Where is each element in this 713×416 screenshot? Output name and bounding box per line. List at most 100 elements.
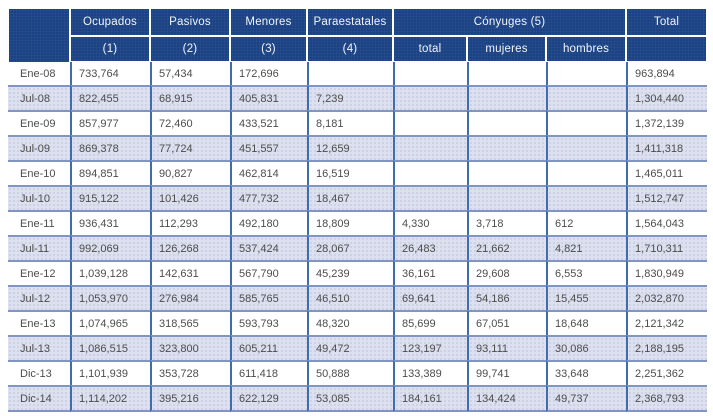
table-cell: 2,121,342	[626, 310, 708, 335]
table-cell: 4,330	[393, 210, 467, 235]
table-cell	[546, 135, 627, 160]
table-cell	[546, 85, 627, 110]
row-label: Ene-08	[20, 67, 56, 80]
table-cell: 1,512,747	[626, 185, 708, 210]
table-cell: 395,216	[150, 385, 230, 412]
table-cell: 72,460	[150, 110, 230, 135]
header-conyuges-group: Cónyuges (5)	[393, 8, 627, 36]
header-row-top: Ocupados Pasivos Menores Paraestatales C…	[8, 8, 708, 62]
table-cell: 16,519	[307, 160, 393, 185]
subheader-hombres: hombres	[546, 36, 627, 62]
table-cell: 69,641	[393, 285, 467, 310]
table-cell: 4,821	[546, 235, 627, 260]
table-cell	[467, 110, 546, 135]
table-cell: 18,809	[307, 210, 393, 235]
table-cell: 134,424	[467, 385, 546, 412]
table-cell	[467, 185, 546, 210]
table-cell: 1,101,939	[70, 360, 150, 385]
table-cell: 18,648	[546, 310, 627, 335]
table-cell	[393, 110, 467, 135]
table-row: Ene-11 936,431 112,293 492,180 18,809 4,…	[8, 210, 708, 235]
subheader-mujeres: mujeres	[467, 36, 546, 62]
table-cell: 93,111	[467, 335, 546, 360]
table-cell: 1,830,949	[626, 260, 708, 285]
table-row: Jul-13 1,086,515 323,800 605,211 49,472 …	[8, 335, 708, 360]
table-cell: 28,067	[307, 235, 393, 260]
table-cell: 433,521	[230, 110, 307, 135]
table-header: Ocupados Pasivos Menores Paraestatales C…	[8, 8, 708, 62]
table-cell: 53,085	[307, 385, 393, 412]
table-cell: 323,800	[150, 335, 230, 360]
table-body: Ene-08 733,764 57,434 172,696 963,894 Ju…	[8, 62, 708, 412]
row-label: Jul-08	[8, 85, 70, 110]
row-label: Ene-12	[8, 260, 70, 285]
table-row: Ene-12 1,039,128 142,631 567,790 45,239 …	[8, 260, 708, 285]
row-label: Ene-10	[8, 160, 70, 185]
table-cell: 612	[546, 210, 627, 235]
table-cell: 21,662	[467, 235, 546, 260]
table-cell: 8,181	[307, 110, 393, 135]
table-cell	[393, 135, 467, 160]
table-cell: 46,510	[307, 285, 393, 310]
row-label: Jul-12	[8, 285, 70, 310]
table-cell: 477,732	[230, 185, 307, 210]
table-cell: 611,418	[230, 360, 307, 385]
table-row: Dic-14 1,114,202 395,216 622,129 53,085 …	[8, 385, 708, 412]
table-cell: 29,608	[467, 260, 546, 285]
table-cell: 30,086	[546, 335, 627, 360]
table-cell: 276,984	[150, 285, 230, 310]
table-cell: 733,764	[70, 62, 150, 85]
table-cell: 99,741	[467, 360, 546, 385]
header-paraestatales: Paraestatales	[307, 8, 393, 36]
table-row: Ene-08 733,764 57,434 172,696 963,894	[8, 62, 707, 85]
table-cell: 1,074,965	[70, 310, 150, 335]
table-cell: 992,069	[70, 235, 150, 260]
table-cell: 67,051	[467, 310, 546, 335]
table-cell: 318,565	[150, 310, 230, 335]
table-cell: 49,472	[307, 335, 393, 360]
table-cell	[393, 160, 467, 185]
table-cell	[467, 160, 546, 185]
table-cell: 936,431	[70, 210, 150, 235]
table-cell: 822,455	[70, 85, 150, 110]
table-row: Ene-13 1,074,965 318,565 593,793 48,320 …	[8, 310, 708, 335]
table-cell: 45,239	[307, 260, 393, 285]
table-cell: 12,659	[307, 135, 393, 160]
table-cell: 133,389	[393, 360, 467, 385]
row-label: Jul-10	[8, 185, 70, 210]
table-cell: 593,793	[230, 310, 307, 335]
table-cell: 101,426	[150, 185, 230, 210]
table-cell: 1,304,440	[626, 85, 708, 110]
subheader-conyuges-total: total	[393, 36, 467, 62]
table-cell: 36,161	[393, 260, 467, 285]
table-cell: 2,032,870	[626, 285, 708, 310]
table-cell: 1,372,139	[626, 110, 708, 135]
table-row: Jul-09 869,378 77,724 451,557 12,659 1,4…	[8, 135, 708, 160]
table-cell	[467, 85, 546, 110]
table-cell: 142,631	[150, 260, 230, 285]
table-cell: 585,765	[230, 285, 307, 310]
table-row: Jul-10 915,122 101,426 477,732 18,467 1,…	[8, 185, 708, 210]
table-cell: 90,827	[150, 160, 230, 185]
row-label: Jul-13	[8, 335, 70, 360]
table-cell: 26,483	[393, 235, 467, 260]
subheader-2: (2)	[150, 36, 230, 62]
header-menores: Menores	[230, 8, 307, 36]
table-cell: 353,728	[150, 360, 230, 385]
table-cell: 2,251,362	[626, 360, 708, 385]
table-cell: 963,894	[626, 62, 707, 85]
table-cell	[307, 62, 393, 85]
table-cell: 123,197	[393, 335, 467, 360]
table-cell: 2,188,195	[626, 335, 708, 360]
table-cell	[393, 62, 467, 85]
table-cell: 126,268	[150, 235, 230, 260]
table-cell: 77,724	[150, 135, 230, 160]
header-ocupados: Ocupados	[70, 8, 150, 36]
table-row: Dic-13 1,101,939 353,728 611,418 50,888 …	[8, 360, 708, 385]
subheader-3: (3)	[230, 36, 307, 62]
table-cell	[546, 110, 627, 135]
row-label: Jul-11	[8, 235, 70, 260]
table-row: Ene-10 894,851 90,827 462,814 16,519 1,4…	[8, 160, 708, 185]
row-label: Jul-09	[8, 135, 70, 160]
table-cell	[393, 185, 467, 210]
